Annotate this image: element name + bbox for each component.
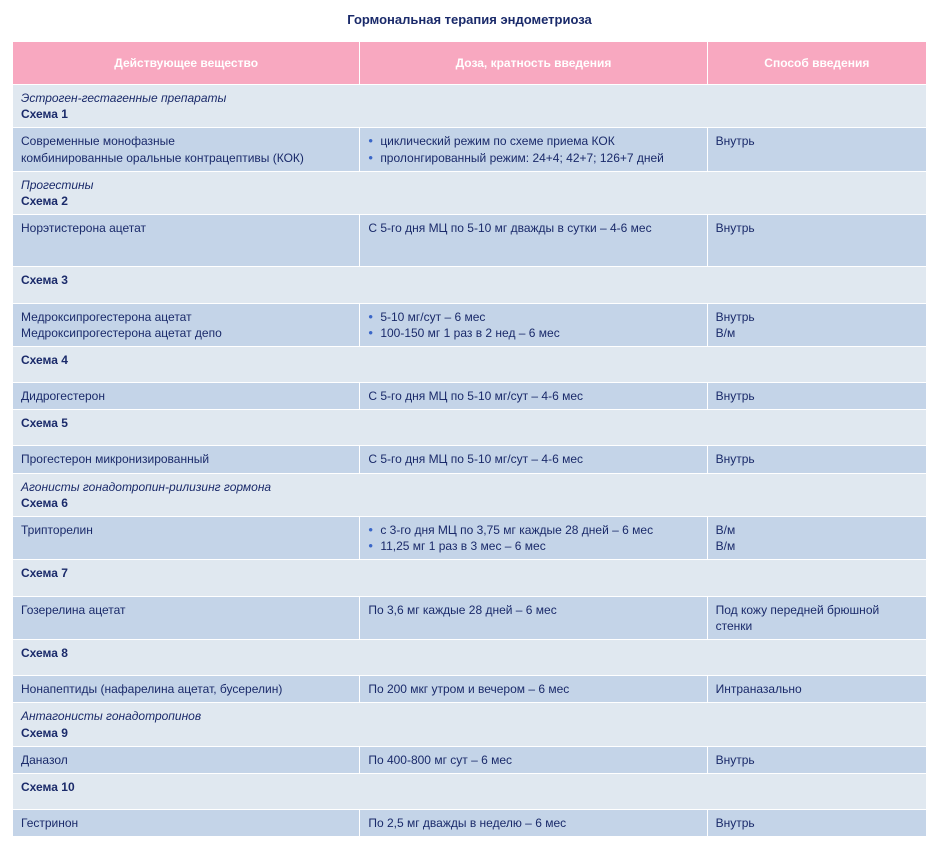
cell-dose: По 3,6 мг каждые 28 дней – 6 мес <box>360 596 707 639</box>
col-route: Способ введения <box>707 42 926 85</box>
table-row: Дидрогестерон С 5-го дня МЦ по 5-10 мг/с… <box>13 383 927 410</box>
cell-route: Внутрь <box>707 215 926 267</box>
cell-dose: С 5-го дня МЦ по 5-10 мг дважды в сутки … <box>360 215 707 267</box>
category-label: Прогестины <box>21 178 93 192</box>
section-row: Эстроген-гестагенные препараты Схема 1 <box>13 85 927 128</box>
cell-dose: С 5-го дня МЦ по 5-10 мг/сут – 4-6 мес <box>360 383 707 410</box>
cell-substance: Нонапептиды (нафарелина ацетат, бусерели… <box>13 676 360 703</box>
cell-substance: Медроксипрогестерона ацетат Медроксипрог… <box>13 303 360 346</box>
col-dose: Доза, кратность введения <box>360 42 707 85</box>
cell-route: Под кожу передней брюшной стенки <box>707 596 926 639</box>
cell-dose: с 3-го дня МЦ по 3,75 мг каждые 28 дней … <box>360 517 707 560</box>
table-row: Норэтистерона ацетат С 5-го дня МЦ по 5-… <box>13 215 927 267</box>
scheme-label: Схема 1 <box>21 107 68 121</box>
table-row: Даназол По 400-800 мг сут – 6 мес Внутрь <box>13 746 927 773</box>
scheme-row: Схема 4 <box>13 346 927 382</box>
table-row: Гестринон По 2,5 мг дважды в неделю – 6 … <box>13 810 927 837</box>
scheme-row: Схема 5 <box>13 410 927 446</box>
cell-route: Внутрь <box>707 446 926 473</box>
table-row: Современные монофазные комбинированные о… <box>13 128 927 171</box>
col-substance: Действующее вещество <box>13 42 360 85</box>
category-label: Эстроген-гестагенные препараты <box>21 91 226 105</box>
scheme-row: Схема 7 <box>13 560 927 596</box>
scheme-label: Схема 9 <box>21 726 68 740</box>
cell-route: Внутрь <box>707 746 926 773</box>
cell-dose: По 400-800 мг сут – 6 мес <box>360 746 707 773</box>
scheme-row: Схема 10 <box>13 773 927 809</box>
cell-substance: Гестринон <box>13 810 360 837</box>
cell-substance: Прогестерон микронизированный <box>13 446 360 473</box>
table-row: Медроксипрогестерона ацетат Медроксипрог… <box>13 303 927 346</box>
table-row: Нонапептиды (нафарелина ацетат, бусерели… <box>13 676 927 703</box>
cell-route: В/м В/м <box>707 517 926 560</box>
category-label: Антагонисты гонадотропинов <box>21 709 201 723</box>
section-row: Агонисты гонадотропин-рилизинг гормона С… <box>13 473 927 516</box>
cell-route: Внутрь <box>707 810 926 837</box>
table-row: Гозерелина ацетат По 3,6 мг каждые 28 дн… <box>13 596 927 639</box>
section-row: Антагонисты гонадотропинов Схема 9 <box>13 703 927 746</box>
cell-substance: Даназол <box>13 746 360 773</box>
cell-substance: Трипторелин <box>13 517 360 560</box>
table-header-row: Действующее вещество Доза, кратность вве… <box>13 42 927 85</box>
category-label: Агонисты гонадотропин-рилизинг гормона <box>21 480 271 494</box>
therapy-table: Действующее вещество Доза, кратность вве… <box>12 41 927 837</box>
cell-route: Внутрь <box>707 383 926 410</box>
cell-dose: 5-10 мг/сут – 6 мес 100-150 мг 1 раз в 2… <box>360 303 707 346</box>
cell-substance: Норэтистерона ацетат <box>13 215 360 267</box>
cell-substance: Современные монофазные комбинированные о… <box>13 128 360 171</box>
cell-substance: Гозерелина ацетат <box>13 596 360 639</box>
cell-route: Интраназально <box>707 676 926 703</box>
cell-dose: С 5-го дня МЦ по 5-10 мг/сут – 4-6 мес <box>360 446 707 473</box>
table-row: Прогестерон микронизированный С 5-го дня… <box>13 446 927 473</box>
cell-dose: По 200 мкг утром и вечером – 6 мес <box>360 676 707 703</box>
page-title: Гормональная терапия эндометриоза <box>12 12 927 27</box>
cell-route: Внутрь В/м <box>707 303 926 346</box>
scheme-row: Схема 3 <box>13 267 927 303</box>
cell-substance: Дидрогестерон <box>13 383 360 410</box>
scheme-label: Схема 6 <box>21 496 68 510</box>
table-row: Трипторелин с 3-го дня МЦ по 3,75 мг каж… <box>13 517 927 560</box>
scheme-row: Схема 8 <box>13 639 927 675</box>
cell-dose: циклический режим по схеме приема КОК пр… <box>360 128 707 171</box>
cell-dose: По 2,5 мг дважды в неделю – 6 мес <box>360 810 707 837</box>
section-row: Прогестины Схема 2 <box>13 171 927 214</box>
scheme-label: Схема 2 <box>21 194 68 208</box>
cell-route: Внутрь <box>707 128 926 171</box>
